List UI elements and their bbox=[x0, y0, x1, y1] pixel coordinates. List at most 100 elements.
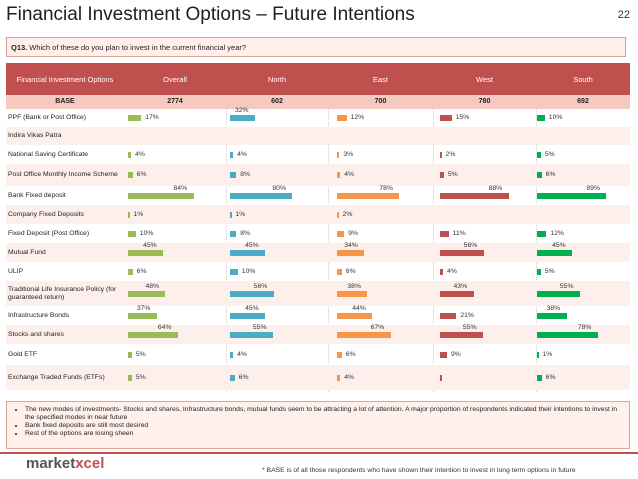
table-row: Exchange Traded Funds (ETFs) 5% 6% 4% 6% bbox=[6, 365, 630, 390]
value-label-overall: 84% bbox=[173, 185, 188, 192]
value-label-overall: 45% bbox=[143, 242, 157, 249]
value-label-north: 80% bbox=[272, 185, 286, 192]
value-label-overall: 10% bbox=[139, 230, 154, 237]
bar-north bbox=[230, 332, 273, 338]
row-label: Company Fixed Deposits bbox=[8, 210, 84, 218]
bar-east bbox=[337, 313, 373, 319]
value-label-east: 4% bbox=[344, 374, 355, 381]
logo-part-xcel: xcel bbox=[75, 455, 105, 472]
value-label-west: 56% bbox=[463, 242, 478, 249]
bar-west bbox=[440, 375, 442, 381]
value-label-east: 3% bbox=[343, 151, 354, 158]
table-row: Indira Vikas Patra bbox=[6, 127, 630, 145]
bar-overall bbox=[128, 172, 133, 178]
value-label-north: 4% bbox=[237, 351, 247, 358]
bar-south bbox=[537, 115, 545, 121]
bar-south bbox=[537, 231, 547, 237]
value-label-overall: 64% bbox=[157, 324, 172, 331]
bar-north bbox=[230, 313, 266, 319]
table-row: Traditional Life Insurance Policy (for g… bbox=[6, 281, 630, 306]
footer-divider bbox=[0, 452, 638, 454]
bar-west bbox=[440, 332, 483, 338]
row-label: Mutual Fund bbox=[8, 248, 46, 256]
value-label-west: 15% bbox=[455, 114, 470, 121]
table-row: Bank Fixed deposit 84% 80% 78% 88% 89% bbox=[6, 185, 630, 205]
table-row: Company Fixed Deposits 1% 1% 2% bbox=[6, 205, 630, 224]
bar-east bbox=[337, 231, 345, 237]
value-label-overall: 37% bbox=[136, 305, 151, 312]
marketxcel-logo: marketxcel bbox=[26, 455, 104, 472]
bar-north bbox=[230, 250, 266, 256]
bar-south bbox=[537, 352, 539, 358]
header-south: South bbox=[573, 74, 593, 84]
value-label-east: 6% bbox=[345, 351, 356, 358]
bar-east bbox=[337, 152, 340, 158]
bar-east bbox=[337, 269, 342, 275]
value-label-north: 8% bbox=[240, 230, 251, 237]
row-label: Gold ETF bbox=[8, 350, 38, 358]
value-label-overall: 6% bbox=[136, 268, 147, 275]
bar-west bbox=[440, 250, 484, 256]
bar-north bbox=[230, 172, 237, 178]
row-label: Post Office Monthly Income Scheme bbox=[8, 171, 118, 178]
table-header: Financial Investment Options Overall Nor… bbox=[6, 63, 630, 95]
table-row: Fixed Deposit (Post Office) 10% 8% 9% 11% 12% bbox=[6, 224, 630, 243]
bar-overall bbox=[128, 231, 136, 237]
bar-east bbox=[337, 375, 341, 381]
note-item: Rest of the options are losing sheen bbox=[25, 430, 623, 438]
table-row: Infrastructure Bonds 37% 45% 44% 21% 38% bbox=[6, 305, 630, 325]
base-east: 700 bbox=[374, 98, 387, 105]
question-box: Q13. Which of these do you plan to invest… bbox=[6, 37, 626, 57]
bar-east bbox=[337, 172, 341, 178]
base-north: 602 bbox=[271, 98, 283, 105]
bar-south bbox=[537, 313, 567, 319]
bar-overall bbox=[128, 193, 194, 199]
bar-south bbox=[537, 172, 542, 178]
table-row: National Saving Certificate 4% 4% 3% 2% 5% bbox=[6, 146, 630, 164]
row-label: Infrastructure Bonds bbox=[8, 311, 70, 319]
header-overall: Overall bbox=[163, 74, 187, 84]
row-label: Indira Vikas Patra bbox=[8, 132, 62, 139]
bar-overall bbox=[128, 332, 178, 338]
bar-overall bbox=[128, 115, 142, 121]
value-label-overall: 6% bbox=[136, 171, 147, 178]
value-label-south: 1% bbox=[542, 351, 553, 358]
value-label-south: 6% bbox=[545, 374, 556, 381]
bar-east bbox=[337, 115, 347, 121]
bar-overall bbox=[128, 375, 132, 381]
row-label: Traditional Life Insurance Policy (for g… bbox=[8, 285, 117, 301]
row-label: Fixed Deposit (Post Office) bbox=[8, 229, 90, 237]
table-row: PPF (Bank or Post Office) 17% 32% 12% 15% 10% bbox=[6, 107, 630, 127]
row-label: PPF (Bank or Post Office) bbox=[8, 114, 87, 121]
value-label-west: 2% bbox=[445, 151, 456, 158]
value-label-overall: 48% bbox=[145, 283, 160, 290]
base-overall: 2774 bbox=[167, 98, 183, 105]
value-label-east: 9% bbox=[348, 230, 359, 237]
value-label-west: 11% bbox=[452, 230, 466, 237]
value-label-west: 5% bbox=[447, 171, 458, 178]
bar-north bbox=[230, 193, 293, 199]
value-label-overall: 5% bbox=[135, 374, 146, 381]
value-label-south: 10% bbox=[548, 114, 563, 121]
bar-west bbox=[440, 291, 474, 297]
bar-north bbox=[230, 212, 232, 218]
bar-overall bbox=[128, 291, 166, 297]
value-label-north: 56% bbox=[253, 283, 268, 290]
bar-north bbox=[230, 269, 238, 275]
bar-east bbox=[337, 291, 368, 297]
question-id: Q13. bbox=[11, 43, 28, 52]
value-label-south: 12% bbox=[550, 230, 564, 237]
value-label-north: 45% bbox=[245, 242, 259, 249]
slide-number: 22 bbox=[617, 9, 630, 21]
base-row: BASE 2774 602 700 780 692 bbox=[6, 95, 630, 109]
value-label-west: 88% bbox=[488, 185, 503, 192]
value-label-south: 45% bbox=[552, 242, 566, 249]
bar-south bbox=[537, 291, 580, 297]
base-south: 692 bbox=[577, 98, 589, 105]
question-text: Which of these do you plan to invest in … bbox=[29, 43, 247, 52]
bar-overall bbox=[128, 250, 164, 256]
header-options-label: Financial Investment Options bbox=[16, 74, 114, 84]
base-label: BASE bbox=[55, 98, 75, 105]
value-label-north: 45% bbox=[245, 305, 259, 312]
bar-east bbox=[337, 250, 365, 256]
